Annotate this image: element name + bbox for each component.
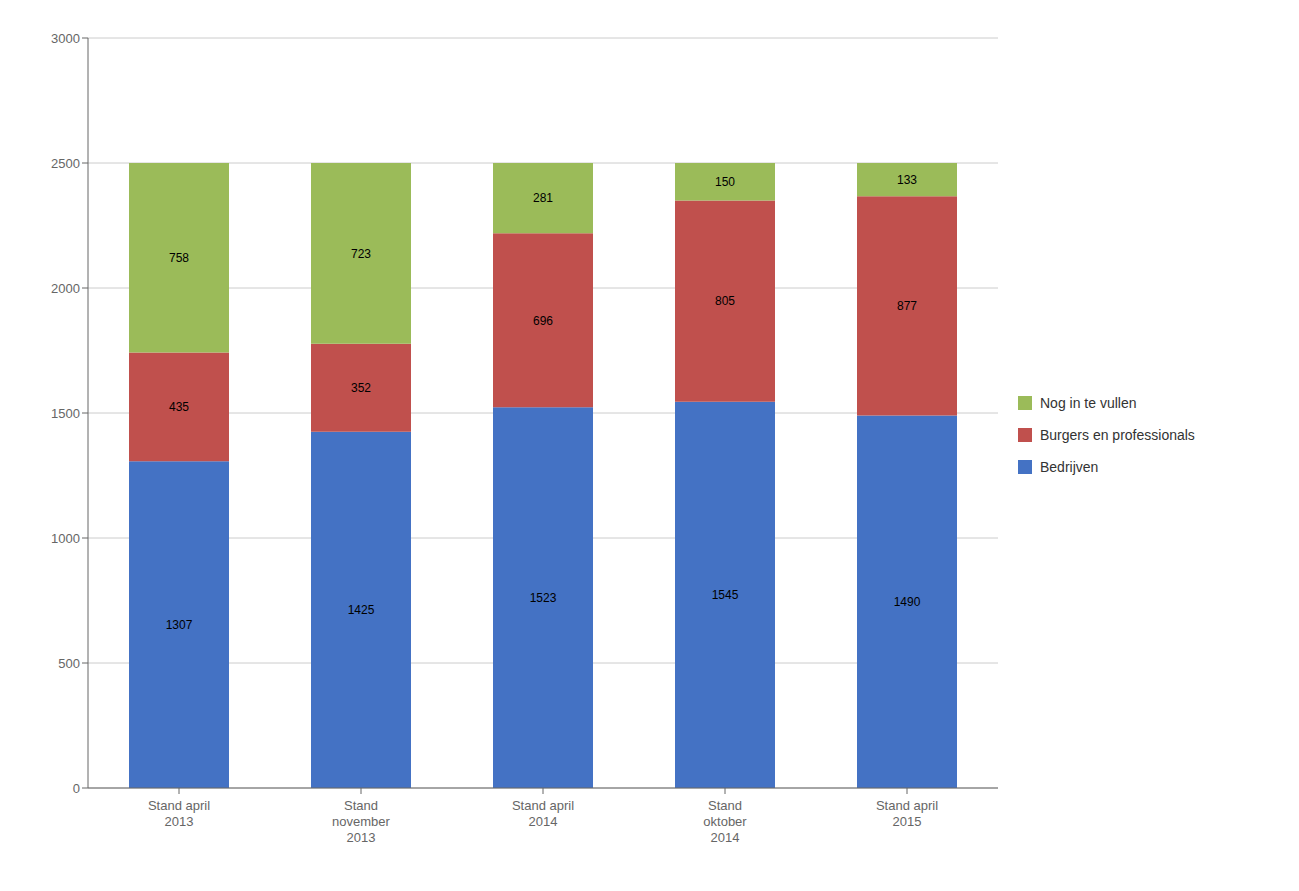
- svg-text:Stand april2014: Stand april2014: [512, 798, 574, 829]
- html-text:Bedrijven: Bedrijven: [1040, 459, 1099, 475]
- svg-text:352: 352: [351, 381, 371, 395]
- svg-text:3000: 3000: [51, 31, 80, 46]
- svg-text:Standnovember2013: Standnovember2013: [332, 798, 390, 845]
- svg-text:723: 723: [351, 247, 371, 261]
- svg-text:1000: 1000: [51, 531, 80, 546]
- svg-text:281: 281: [533, 191, 553, 205]
- svg-text:1490: 1490: [894, 595, 921, 609]
- svg-text:0: 0: [73, 781, 80, 796]
- svg-text:1307: 1307: [166, 618, 193, 632]
- html-text:Burgers en professionals: Burgers en professionals: [1040, 427, 1195, 443]
- svg-text:Stand april2013: Stand april2013: [148, 798, 210, 829]
- svg-text:1500: 1500: [51, 406, 80, 421]
- svg-text:2500: 2500: [51, 156, 80, 171]
- svg-text:Standoktober2014: Standoktober2014: [703, 798, 747, 845]
- svg-text:877: 877: [897, 299, 917, 313]
- svg-text:133: 133: [897, 173, 917, 187]
- svg-text:1523: 1523: [530, 591, 557, 605]
- svg-text:Stand april2015: Stand april2015: [876, 798, 938, 829]
- svg-text:805: 805: [715, 294, 735, 308]
- svg-text:150: 150: [715, 175, 735, 189]
- svg-text:500: 500: [58, 656, 80, 671]
- svg-text:2000: 2000: [51, 281, 80, 296]
- svg-text:758: 758: [169, 251, 189, 265]
- svg-text:435: 435: [169, 400, 189, 414]
- svg-text:1545: 1545: [712, 588, 739, 602]
- html-text:Nog in te vullen: Nog in te vullen: [1040, 395, 1137, 411]
- svg-text:1425: 1425: [348, 603, 375, 617]
- svg-text:696: 696: [533, 314, 553, 328]
